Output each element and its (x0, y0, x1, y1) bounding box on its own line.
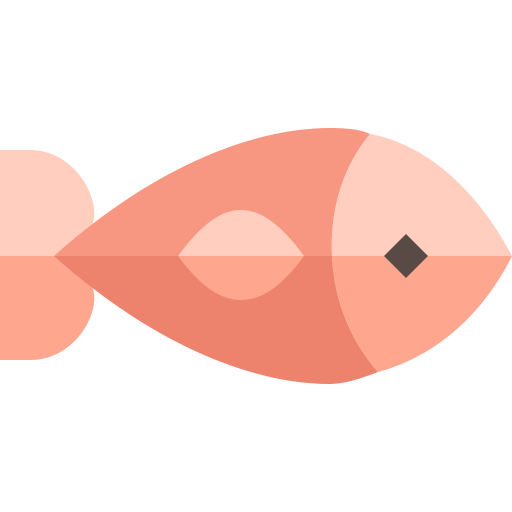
side-fin-bottom (178, 256, 304, 300)
fish-head-top (331, 134, 512, 256)
tail-top-lobe (0, 150, 95, 256)
fish-body-bottom (54, 256, 378, 384)
fish-head-bottom (332, 256, 512, 372)
side-fin-top (178, 210, 304, 256)
fish-body-top (54, 128, 370, 256)
eye-icon (384, 234, 428, 278)
tail-bottom-lobe (0, 256, 95, 360)
